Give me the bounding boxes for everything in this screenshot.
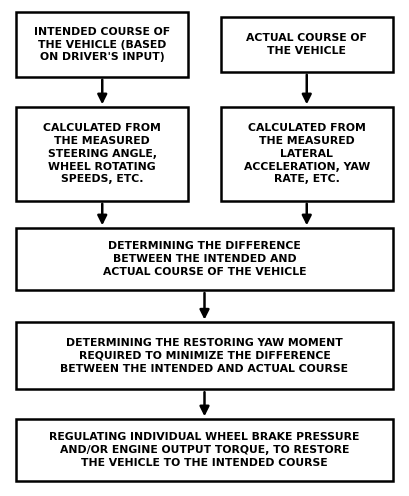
FancyBboxPatch shape — [16, 12, 188, 77]
Text: ACTUAL COURSE OF
THE VEHICLE: ACTUAL COURSE OF THE VEHICLE — [246, 33, 367, 56]
FancyBboxPatch shape — [16, 228, 393, 290]
Text: DETERMINING THE DIFFERENCE
BETWEEN THE INTENDED AND
ACTUAL COURSE OF THE VEHICLE: DETERMINING THE DIFFERENCE BETWEEN THE I… — [103, 242, 306, 277]
Text: REGULATING INDIVIDUAL WHEEL BRAKE PRESSURE
AND/OR ENGINE OUTPUT TORQUE, TO RESTO: REGULATING INDIVIDUAL WHEEL BRAKE PRESSU… — [49, 433, 360, 468]
FancyBboxPatch shape — [221, 17, 393, 72]
Text: DETERMINING THE RESTORING YAW MOMENT
REQUIRED TO MINIMIZE THE DIFFERENCE
BETWEEN: DETERMINING THE RESTORING YAW MOMENT REQ… — [61, 338, 348, 373]
FancyBboxPatch shape — [221, 107, 393, 201]
Text: CALCULATED FROM
THE MEASURED
LATERAL
ACCELERATION, YAW
RATE, ETC.: CALCULATED FROM THE MEASURED LATERAL ACC… — [244, 123, 370, 185]
Text: CALCULATED FROM
THE MEASURED
STEERING ANGLE,
WHEEL ROTATING
SPEEDS, ETC.: CALCULATED FROM THE MEASURED STEERING AN… — [43, 123, 161, 185]
FancyBboxPatch shape — [16, 419, 393, 481]
FancyBboxPatch shape — [16, 322, 393, 389]
FancyBboxPatch shape — [16, 107, 188, 201]
Text: INTENDED COURSE OF
THE VEHICLE (BASED
ON DRIVER'S INPUT): INTENDED COURSE OF THE VEHICLE (BASED ON… — [34, 27, 170, 62]
